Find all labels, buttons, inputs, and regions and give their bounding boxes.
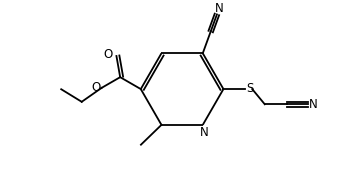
Text: O: O xyxy=(91,81,100,94)
Text: N: N xyxy=(215,2,224,15)
Text: O: O xyxy=(104,48,113,61)
Text: N: N xyxy=(200,126,209,139)
Text: N: N xyxy=(309,98,318,111)
Text: S: S xyxy=(246,82,253,95)
